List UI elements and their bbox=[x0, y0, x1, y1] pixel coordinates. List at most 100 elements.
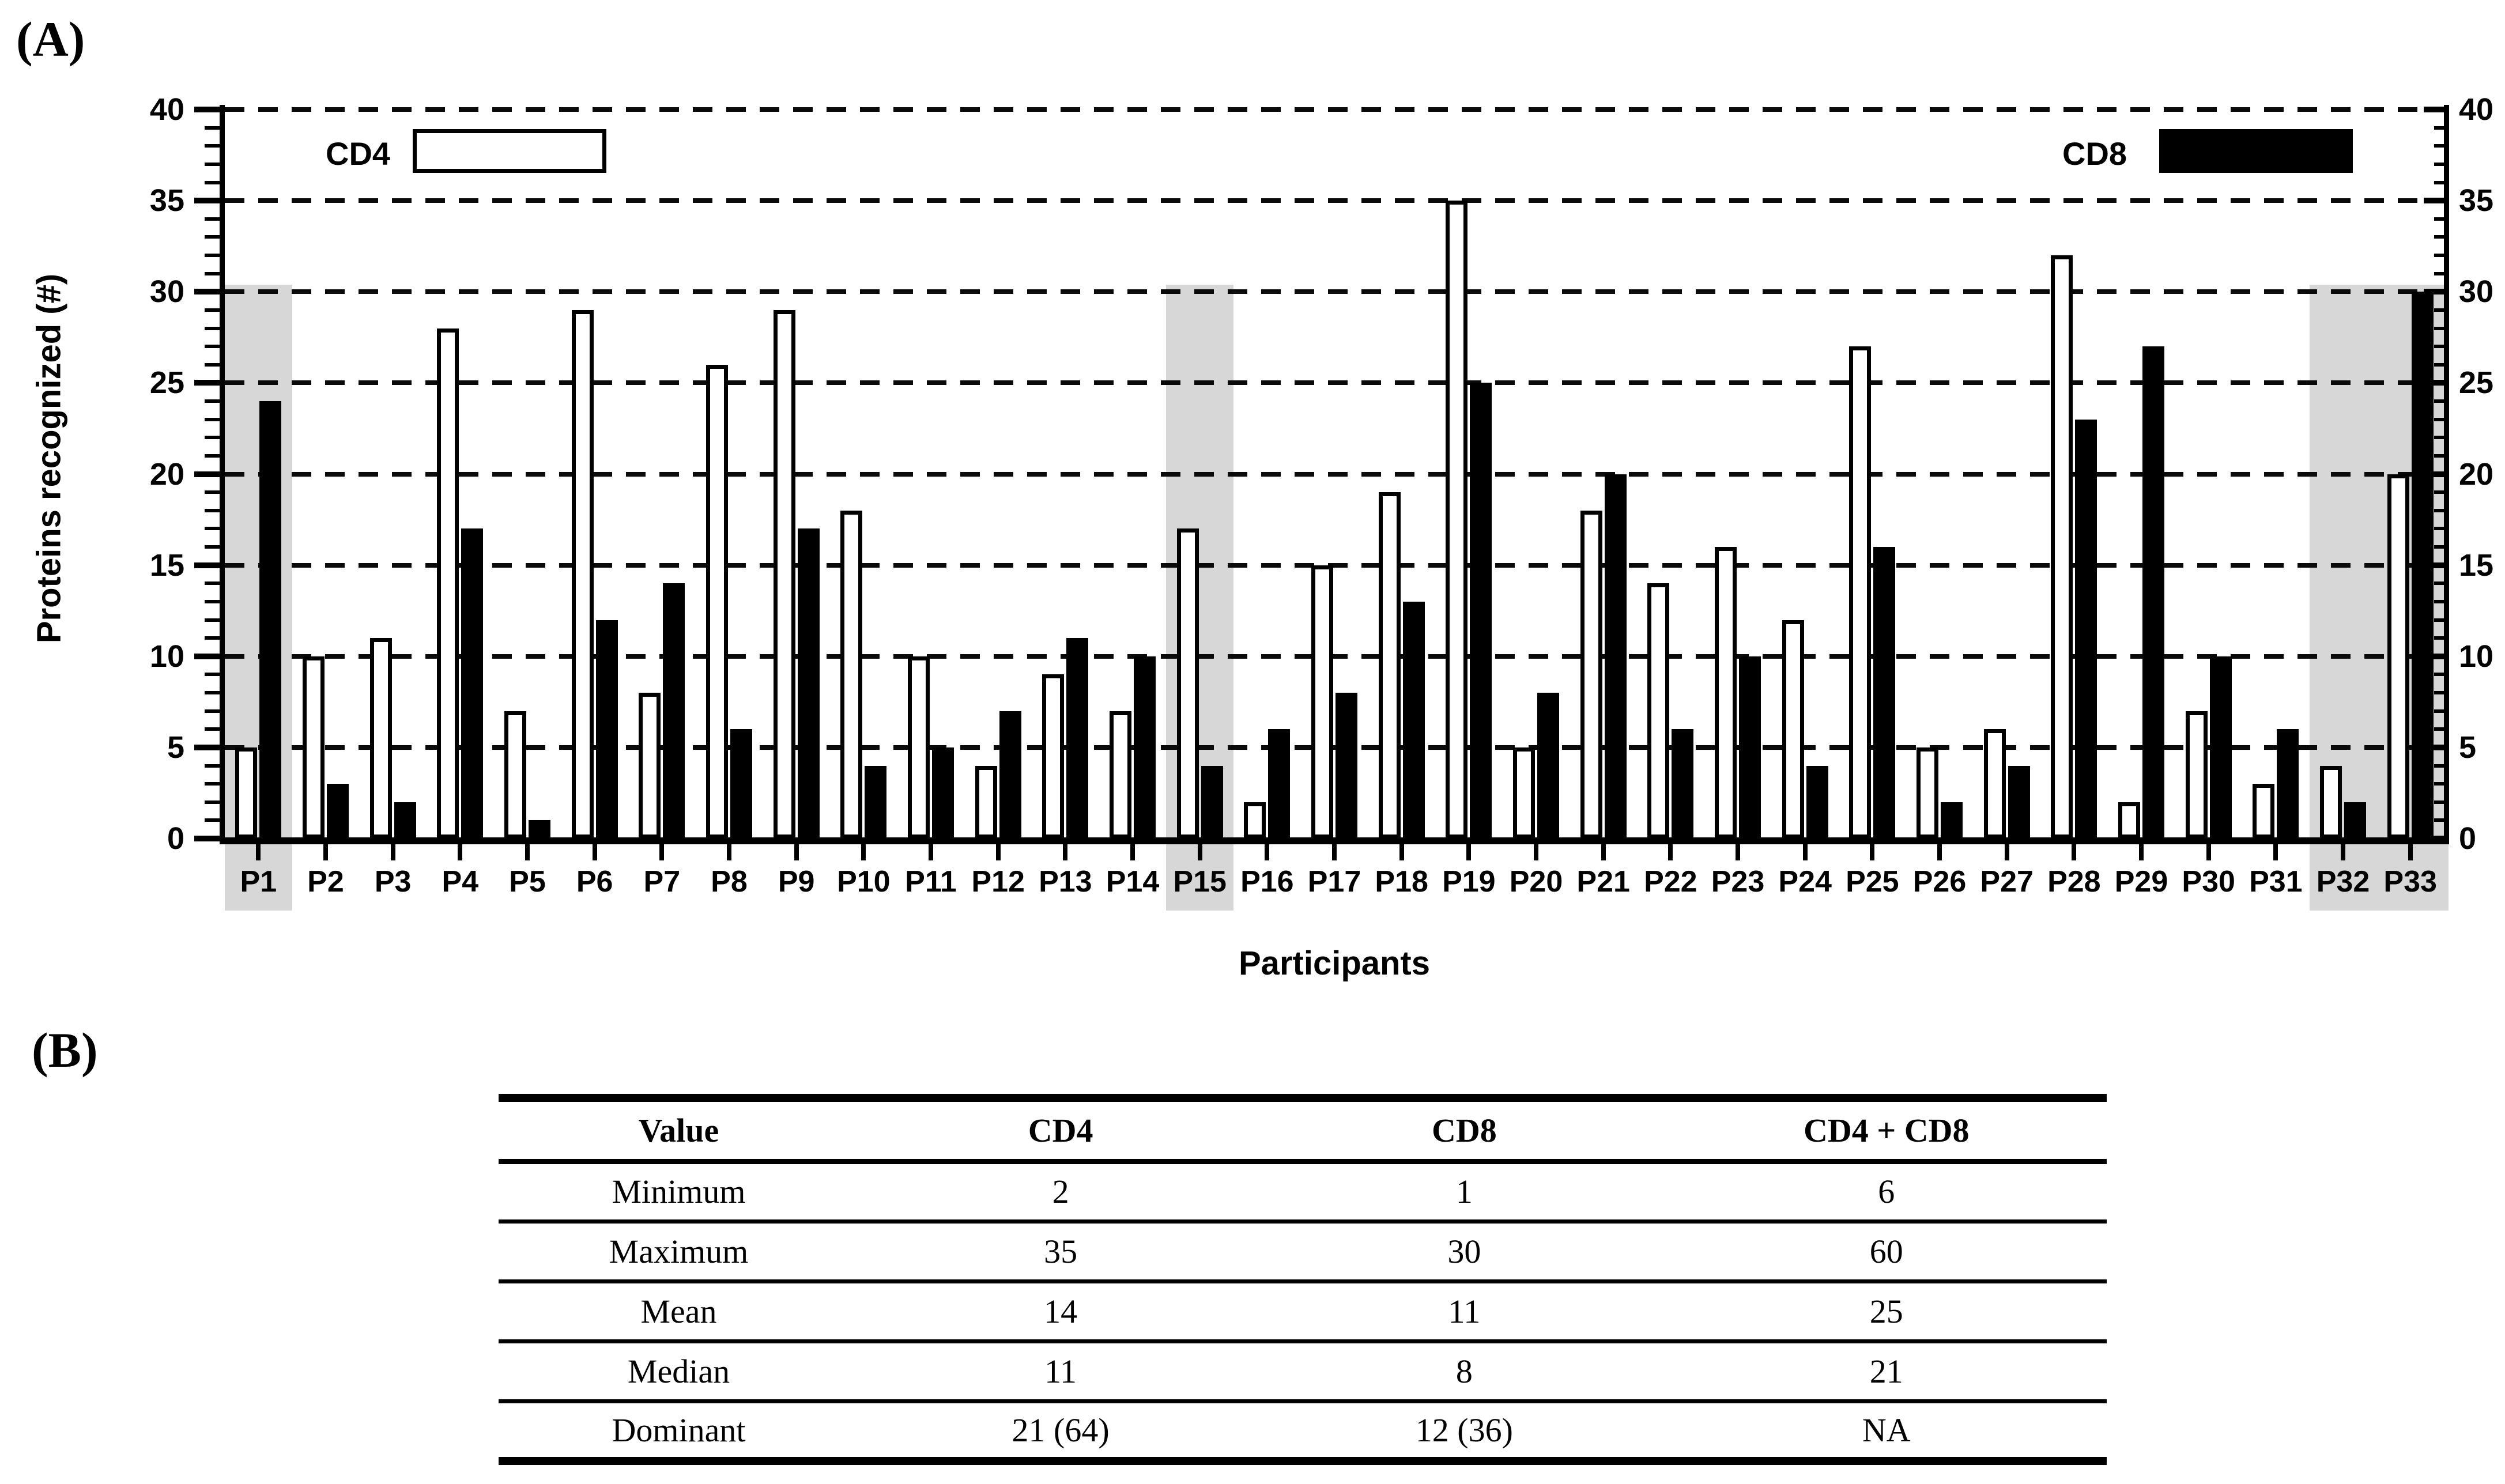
x-tick-label-P19: P19 bbox=[1442, 865, 1496, 898]
y-tick-left-29 bbox=[205, 308, 220, 312]
y-tick-left-27 bbox=[205, 345, 220, 349]
y-tick-label-right-30: 30 bbox=[2459, 274, 2494, 309]
x-tick-P19 bbox=[1466, 844, 1472, 860]
y-tick-label-right-25: 25 bbox=[2459, 365, 2494, 401]
row-value: 1 bbox=[1455, 1173, 1473, 1210]
y-tick-right-29 bbox=[2434, 308, 2449, 312]
y-tick-left-40 bbox=[194, 107, 220, 112]
bar-cd4-P10 bbox=[840, 510, 863, 839]
bar-cd4-P12 bbox=[975, 765, 997, 839]
x-tick-label-P30: P30 bbox=[2182, 865, 2235, 898]
bar-cd4-P33 bbox=[2387, 474, 2409, 839]
bar-cd8-P25 bbox=[1873, 547, 1896, 839]
summary-table-header-row: Value CD4 CD8 CD4 + CD8 bbox=[499, 1098, 2107, 1161]
x-tick-label-P29: P29 bbox=[2114, 865, 2168, 898]
bar-cd4-P9 bbox=[773, 309, 795, 839]
table-row-minimum: Minimum 2 1 6 bbox=[499, 1161, 2107, 1221]
summary-table-container: Value CD4 CD8 CD4 + CD8 Minimum 2 1 6 Maximum 35… bbox=[499, 1094, 2107, 1465]
x-tick-label-P31: P31 bbox=[2249, 865, 2303, 898]
x-tick-label-P22: P22 bbox=[1644, 865, 1697, 898]
x-tick-P3 bbox=[390, 844, 395, 860]
row-value: 14 bbox=[1044, 1292, 1078, 1330]
y-tick-left-33 bbox=[205, 235, 220, 239]
x-tick-label-P1: P1 bbox=[240, 865, 277, 898]
y-tick-left-0 bbox=[194, 836, 220, 841]
gridline-y10 bbox=[225, 654, 2444, 659]
x-tick-P12 bbox=[995, 844, 1001, 860]
y-tick-left-22 bbox=[205, 436, 220, 440]
bar-cd8-P17 bbox=[1336, 693, 1357, 839]
y-tick-left-35 bbox=[194, 198, 220, 204]
y-tick-left-36 bbox=[205, 180, 220, 184]
bar-cd4-P27 bbox=[1983, 729, 2006, 839]
y-tick-left-24 bbox=[205, 399, 220, 403]
x-tick-P29 bbox=[2139, 844, 2144, 860]
summary-table-body: Minimum 2 1 6 Maximum 35 30 60 Mean 14 11 25 Median 1… bbox=[499, 1161, 2107, 1461]
y-tick-right-5 bbox=[2424, 744, 2449, 750]
x-tick-P20 bbox=[1534, 844, 1538, 860]
y-tick-left-5 bbox=[194, 744, 220, 750]
legend-cd4-label: CD4 bbox=[326, 135, 391, 172]
x-tick-P9 bbox=[794, 844, 799, 860]
bar-cd8-P24 bbox=[1806, 765, 1828, 839]
y-tick-label-left-0: 0 bbox=[167, 821, 184, 856]
bar-cd8-P21 bbox=[1604, 474, 1627, 839]
y-tick-right-14 bbox=[2434, 581, 2449, 586]
bar-cd4-P11 bbox=[908, 656, 930, 839]
bar-cd8-P22 bbox=[1672, 729, 1694, 839]
bar-cd4-P32 bbox=[2320, 765, 2342, 839]
x-tick-label-P7: P7 bbox=[643, 865, 681, 898]
bar-cd8-P32 bbox=[2344, 802, 2366, 839]
x-tick-label-P14: P14 bbox=[1106, 865, 1160, 898]
x-tick-label-P6: P6 bbox=[576, 865, 613, 898]
y-tick-right-37 bbox=[2434, 162, 2449, 166]
bar-cd8-P18 bbox=[1402, 601, 1425, 839]
x-tick-label-P8: P8 bbox=[711, 865, 748, 898]
x-tick-P17 bbox=[1332, 844, 1337, 860]
x-tick-P21 bbox=[1601, 844, 1606, 860]
x-tick-label-P28: P28 bbox=[2047, 865, 2101, 898]
row-value: NA bbox=[1862, 1411, 1911, 1449]
y-tick-right-8 bbox=[2434, 691, 2449, 694]
gridline-y30 bbox=[225, 289, 2444, 294]
table-row-maximum: Maximum 35 30 60 bbox=[499, 1221, 2107, 1281]
y-tick-label-left-5: 5 bbox=[167, 730, 184, 765]
x-tick-label-P5: P5 bbox=[509, 865, 546, 898]
x-tick-P18 bbox=[1399, 844, 1404, 860]
bar-cd4-P17 bbox=[1311, 565, 1333, 839]
row-label: Dominant bbox=[612, 1411, 746, 1449]
row-value: 60 bbox=[1869, 1232, 1903, 1270]
bar-cd4-P23 bbox=[1715, 547, 1737, 839]
y-tick-left-17 bbox=[205, 527, 220, 531]
y-tick-right-9 bbox=[2434, 673, 2449, 677]
y-tick-right-26 bbox=[2434, 362, 2449, 367]
y-tick-label-left-25: 25 bbox=[149, 365, 184, 401]
x-tick-P28 bbox=[2072, 844, 2077, 860]
y-tick-left-21 bbox=[205, 454, 220, 458]
bar-cd8-P20 bbox=[1537, 693, 1559, 839]
y-tick-left-14 bbox=[205, 581, 220, 586]
y-tick-left-1 bbox=[205, 818, 220, 822]
panel-a-label: (A) bbox=[16, 12, 85, 67]
legend-cd8-swatch bbox=[2159, 129, 2353, 173]
y-tick-right-39 bbox=[2434, 126, 2449, 130]
x-tick-P22 bbox=[1668, 844, 1673, 860]
y-tick-label-right-20: 20 bbox=[2459, 456, 2494, 492]
y-tick-right-27 bbox=[2434, 345, 2449, 349]
row-label: Minimum bbox=[612, 1173, 746, 1210]
x-tick-P7 bbox=[659, 844, 665, 860]
row-value: 2 bbox=[1052, 1173, 1069, 1210]
bar-cd4-P8 bbox=[706, 364, 728, 839]
summary-table-header: Value CD4 CD8 CD4 + CD8 bbox=[499, 1098, 2107, 1161]
bar-cd4-P21 bbox=[1580, 510, 1602, 839]
x-tick-label-P32: P32 bbox=[2316, 865, 2370, 898]
x-tick-P27 bbox=[2004, 844, 2009, 860]
gridline-y5 bbox=[225, 745, 2444, 750]
x-tick-P1 bbox=[256, 844, 261, 860]
bar-cd4-P15 bbox=[1176, 528, 1199, 839]
bar-cd8-P12 bbox=[999, 711, 1021, 839]
summary-header-cd8: CD8 bbox=[1431, 1111, 1497, 1149]
x-tick-P32 bbox=[2341, 844, 2345, 860]
y-tick-label-left-15: 15 bbox=[149, 547, 184, 583]
y-tick-right-12 bbox=[2434, 618, 2449, 622]
